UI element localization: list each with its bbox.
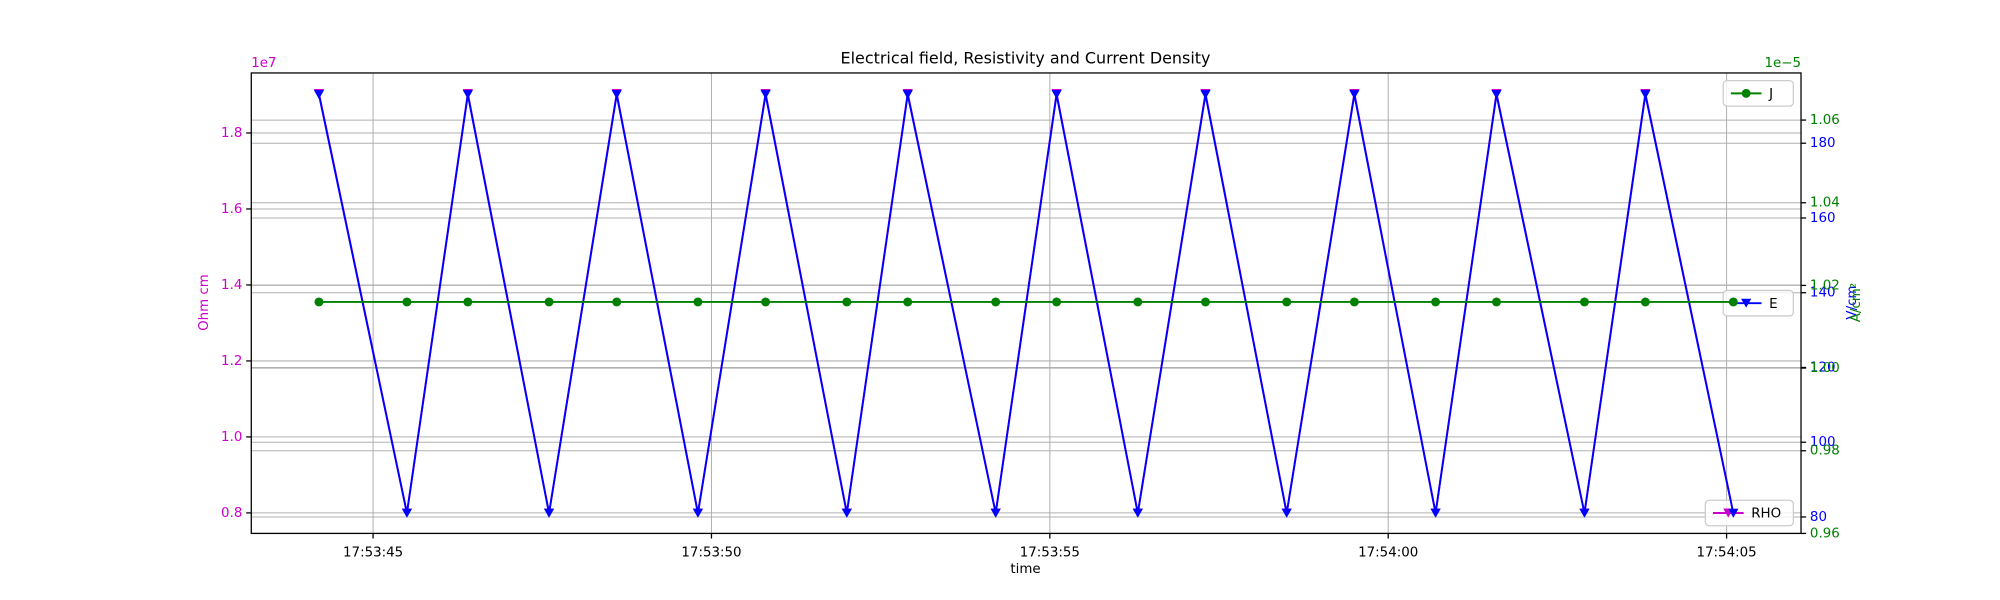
marker [990,508,1001,518]
marker [1133,297,1143,307]
chart-title: Electrical field, Resistivity and Curren… [841,48,1211,67]
y-tick-label: 1.04 [1810,196,1840,211]
y3-axis-label: A/cm² [1849,283,1864,322]
y-tick-label: 0.8 [221,506,242,521]
y-tick-label: 180 [1810,136,1836,151]
x-axis-label: time [1010,562,1040,577]
marker [1640,90,1651,100]
marker [902,90,913,100]
marker [462,90,473,100]
y-tick-label: 80 [1810,510,1827,525]
marker [313,90,325,100]
x-tick-label: 17:54:00 [1358,546,1418,561]
legend-box [1704,499,1795,527]
marker [1201,297,1210,307]
y-offset: 1e7 [251,56,276,71]
marker [1491,90,1502,100]
x-tick-label: 17:53:55 [1020,546,1080,561]
marker [1282,297,1292,307]
marker [543,508,555,518]
marker [1579,297,1589,307]
marker [402,297,412,307]
marker [1431,297,1441,307]
marker [1728,508,1739,518]
marker [1132,508,1143,518]
y-tick-label: 1.02 [1810,278,1840,293]
series-line [318,94,1735,514]
marker [1281,508,1292,518]
marker [1349,90,1360,100]
marker [1741,298,1752,308]
y-tick-label: 160 [1810,211,1836,226]
marker [692,508,704,518]
y2-axis-label: V/cm [1845,286,1860,320]
marker [401,508,413,518]
y-tick-label: 120 [1810,360,1836,375]
marker [903,297,913,307]
marker [761,297,771,307]
x-tick-label: 17:53:45 [343,546,403,561]
y-tick-label: 1.8 [221,126,242,141]
legend-label: RHO [1751,507,1781,522]
y-tick-label: 100 [1810,435,1836,450]
marker [1200,90,1211,100]
marker [841,508,852,518]
y-tick-label: 0.98 [1810,444,1840,459]
marker [1728,297,1738,307]
y-tick-label: 140 [1810,286,1836,301]
marker [314,297,324,307]
x-tick-label: 17:54:05 [1697,546,1757,561]
y-tick-label: 1.00 [1810,361,1840,376]
y-tick-label: 1.6 [221,202,242,217]
y-tick-label: 1.4 [221,278,242,293]
legend-label: J [1768,87,1773,102]
y-axis-label: Ohm cm [197,274,212,331]
marker [842,297,852,307]
marker [1741,88,1751,98]
marker [1492,297,1501,307]
marker [544,297,554,307]
x-tick-label: 17:53:50 [681,546,741,561]
y-tick-label: 1.0 [221,430,242,445]
plot-frame [250,72,1802,535]
marker [1579,508,1590,518]
y-tick-label: 1.06 [1810,113,1840,128]
marker [1640,297,1650,307]
marker [693,297,703,307]
y3-offset: 1e−5 [1765,56,1801,71]
marker [611,90,622,100]
marker [612,297,622,307]
y-tick-label: 1.2 [221,354,242,369]
legend-label: E [1769,297,1777,312]
marker [1349,297,1359,307]
y-tick-label: 0.96 [1810,526,1840,541]
marker [463,297,473,307]
marker [1430,508,1441,518]
marker [991,297,1001,307]
marker [760,90,771,100]
marker [1051,90,1062,100]
marker [1052,297,1062,307]
